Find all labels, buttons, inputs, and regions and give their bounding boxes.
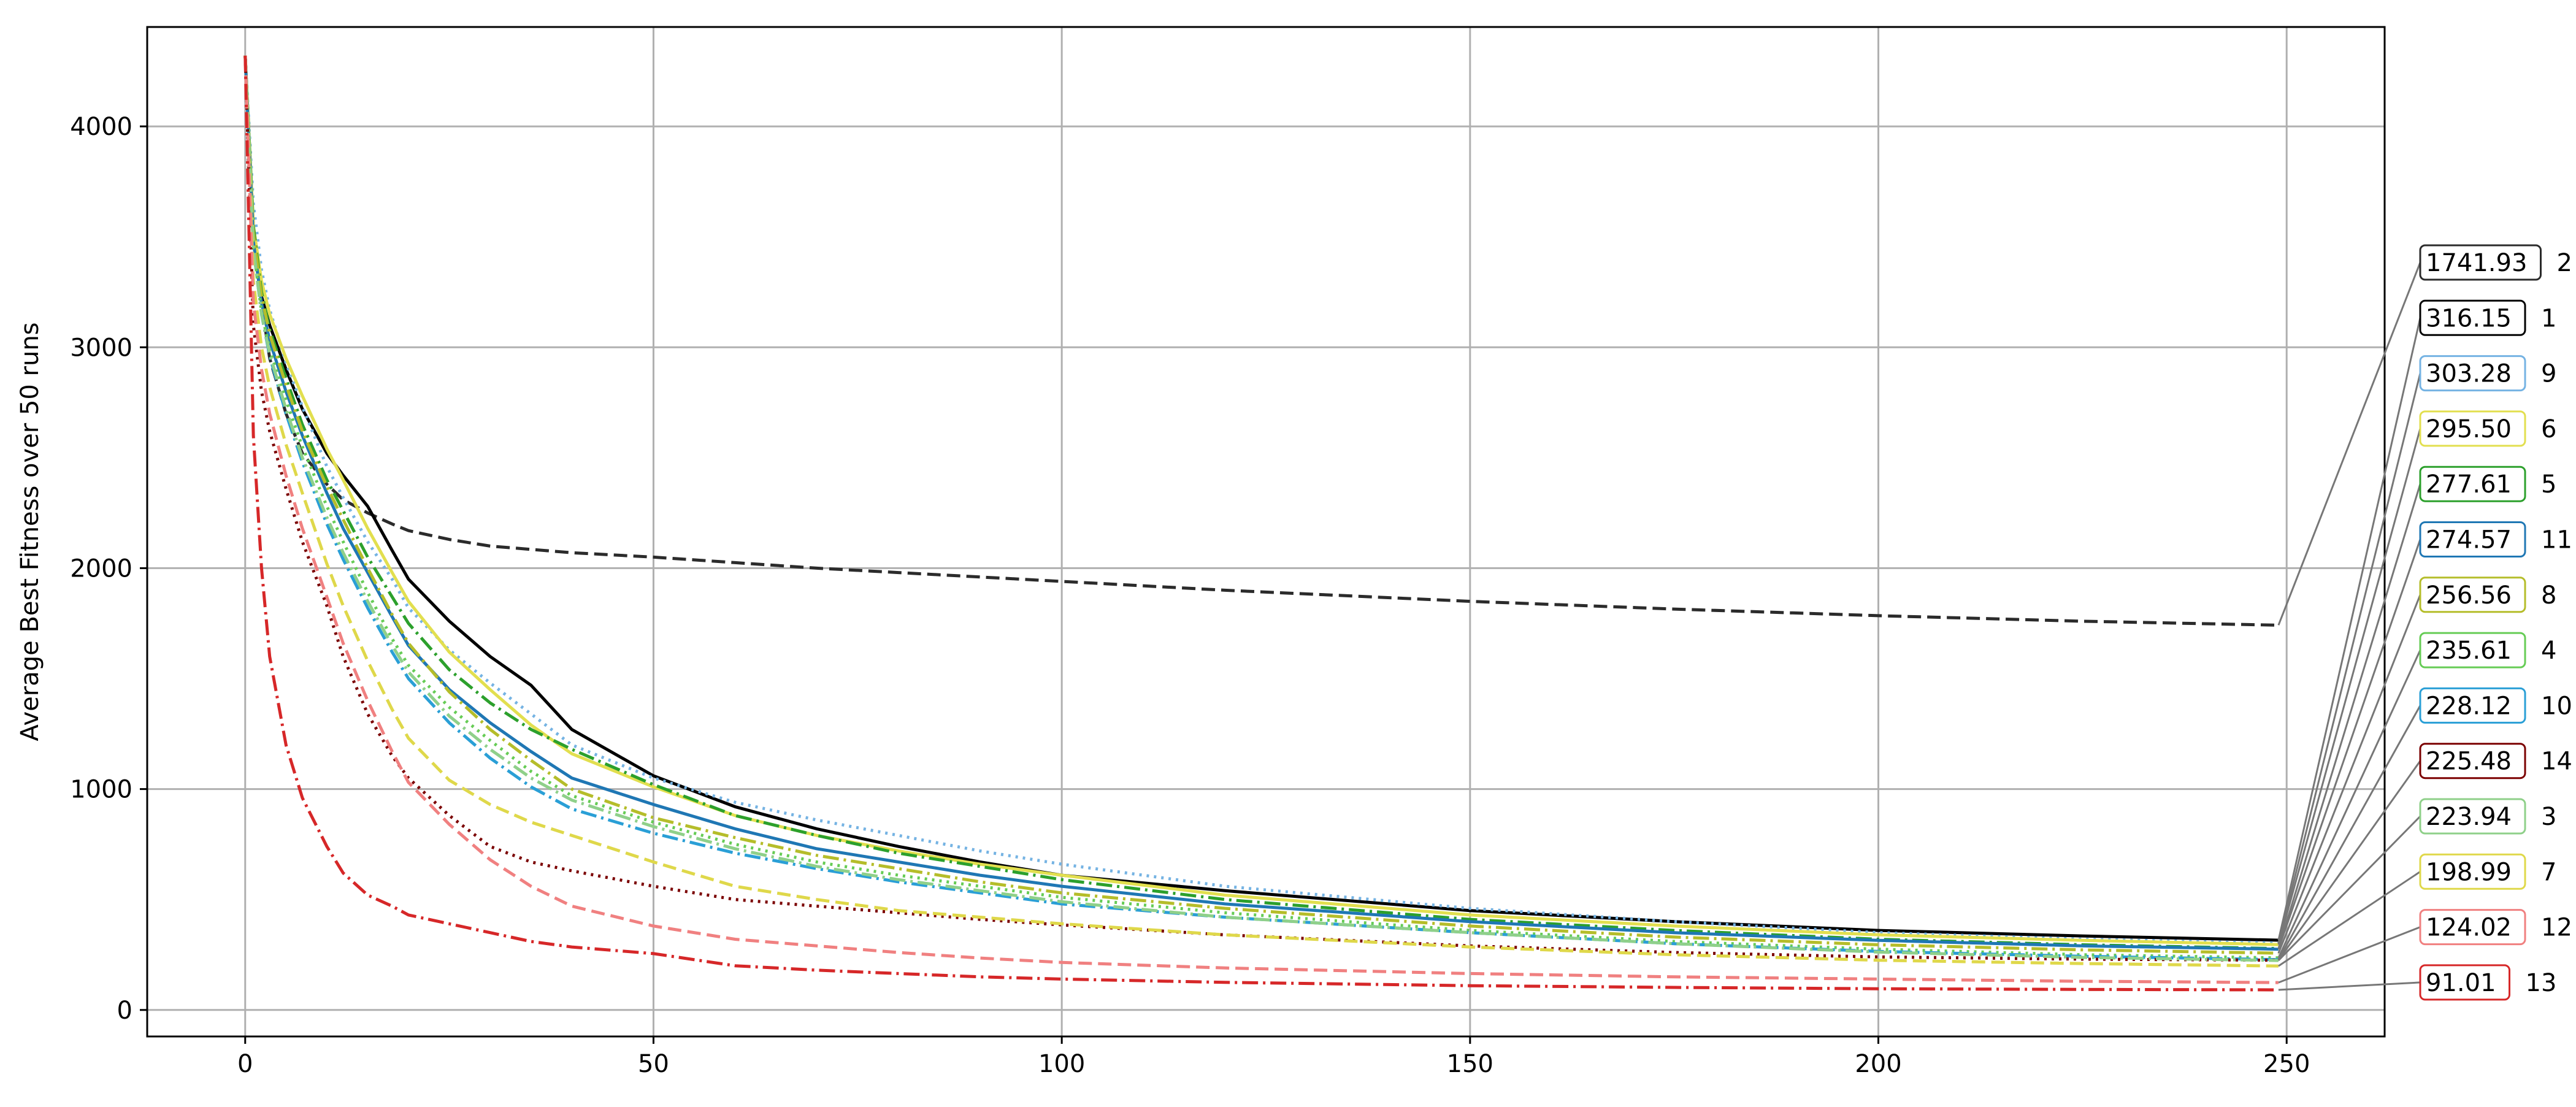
- end-value-box-12: [2419, 909, 2526, 946]
- series-line-12: [243, 55, 2279, 984]
- end-value-box-5: [2419, 465, 2526, 502]
- end-value-box-6: [2419, 410, 2526, 447]
- end-value-label-7: 198.99: [2426, 858, 2512, 886]
- series-line-3: [243, 55, 2279, 962]
- series-id-label-12: 12: [2541, 914, 2572, 942]
- axis-ticks: 0 50 100 150 200 250 0 1000 2000 3000 4000: [70, 113, 2310, 1078]
- end-value-box-13: [2419, 964, 2510, 1001]
- leader-line-12: [2278, 926, 2421, 984]
- end-value-label-11: 274.57: [2426, 526, 2512, 554]
- series-id-label-10: 10: [2541, 692, 2572, 720]
- leader-line-2: [2277, 262, 2421, 626]
- series-line-6: [243, 55, 2279, 946]
- end-value-box-2: [2419, 244, 2542, 281]
- y-tick-label: 4000: [70, 113, 132, 141]
- y-tick-label: 3000: [70, 334, 132, 362]
- y-tick-label: 1000: [70, 776, 132, 804]
- leader-line-1: [2277, 317, 2421, 941]
- series-line-11: [243, 55, 2279, 951]
- x-tick-label: 100: [1038, 1050, 1085, 1078]
- end-value-label-13: 91.01: [2426, 969, 2496, 997]
- end-value-box-10: [2419, 687, 2526, 724]
- x-tick-label: 150: [1447, 1050, 1493, 1078]
- end-value-box-7: [2419, 853, 2526, 890]
- grid: [147, 27, 2385, 1036]
- series-id-label-2: 2: [2557, 249, 2572, 277]
- series-id-label-7: 7: [2541, 858, 2556, 886]
- series-line-9: [243, 55, 2279, 945]
- end-value-box-1: [2419, 299, 2526, 336]
- x-tick-label: 0: [237, 1050, 253, 1078]
- series-line-13: [243, 55, 2279, 992]
- end-value-label-8: 256.56: [2426, 581, 2512, 610]
- leader-line-6: [2277, 428, 2421, 945]
- leader-line-5: [2277, 483, 2421, 949]
- end-value-label-6: 295.50: [2426, 415, 2512, 443]
- leader-line-3: [2277, 815, 2421, 962]
- x-tick-label: 200: [1855, 1050, 1901, 1078]
- series-line-10: [243, 55, 2279, 962]
- end-value-label-12: 124.02: [2426, 914, 2512, 942]
- series-line-4: [243, 55, 2279, 960]
- end-value-label-10: 228.12: [2426, 692, 2512, 720]
- end-value-box-14: [2419, 743, 2526, 779]
- series-id-label-14: 14: [2541, 748, 2572, 776]
- y-axis-title: Average Best Fitness over 50 runs: [16, 322, 44, 741]
- series-line-8: [243, 55, 2279, 955]
- end-value-box-3: [2419, 798, 2526, 835]
- end-value-label-4: 235.61: [2426, 637, 2512, 665]
- x-tick-label: 50: [638, 1050, 669, 1078]
- end-value-labels: 1741.93 2 316.15 1 303.28 9 295.50 6 277.61 5 274.…: [2277, 244, 2572, 1001]
- y-tick-label: 0: [117, 997, 132, 1025]
- series-id-label-11: 11: [2541, 526, 2572, 554]
- leader-line-7: [2278, 871, 2421, 967]
- end-value-box-11: [2419, 521, 2526, 557]
- end-value-label-5: 277.61: [2426, 470, 2512, 499]
- leader-line-10: [2277, 705, 2421, 960]
- end-value-box-8: [2419, 576, 2526, 613]
- series-lines: [243, 55, 2279, 992]
- series-line-7: [243, 55, 2279, 968]
- end-value-label-9: 303.28: [2426, 360, 2512, 388]
- series-line-1: [243, 55, 2279, 942]
- leader-line-13: [2278, 981, 2421, 991]
- plot-frame: [146, 26, 2386, 1038]
- end-value-label-1: 316.15: [2426, 304, 2512, 332]
- end-value-box-9: [2419, 355, 2526, 392]
- leader-line-14: [2277, 760, 2421, 961]
- series-id-label-3: 3: [2541, 803, 2556, 831]
- series-id-label-6: 6: [2541, 415, 2556, 443]
- end-value-label-3: 223.94: [2426, 803, 2512, 831]
- leader-line-11: [2277, 539, 2421, 950]
- series-line-5: [243, 55, 2279, 951]
- leader-line-9: [2277, 373, 2421, 944]
- series-id-label-13: 13: [2526, 969, 2557, 997]
- series-line-14: [243, 55, 2279, 962]
- series-id-label-1: 1: [2541, 304, 2556, 332]
- x-tick-label: 250: [2263, 1050, 2310, 1078]
- y-tick-label: 2000: [70, 554, 132, 583]
- leader-line-4: [2277, 649, 2421, 959]
- series-id-label-5: 5: [2541, 470, 2556, 499]
- series-id-label-4: 4: [2541, 637, 2556, 665]
- series-id-label-8: 8: [2541, 581, 2556, 610]
- series-line-2: [243, 55, 2279, 627]
- series-id-label-9: 9: [2541, 360, 2556, 388]
- end-value-label-2: 1741.93: [2426, 249, 2527, 277]
- end-value-box-4: [2419, 632, 2526, 668]
- leader-line-8: [2277, 594, 2421, 954]
- end-value-label-14: 225.48: [2426, 748, 2512, 776]
